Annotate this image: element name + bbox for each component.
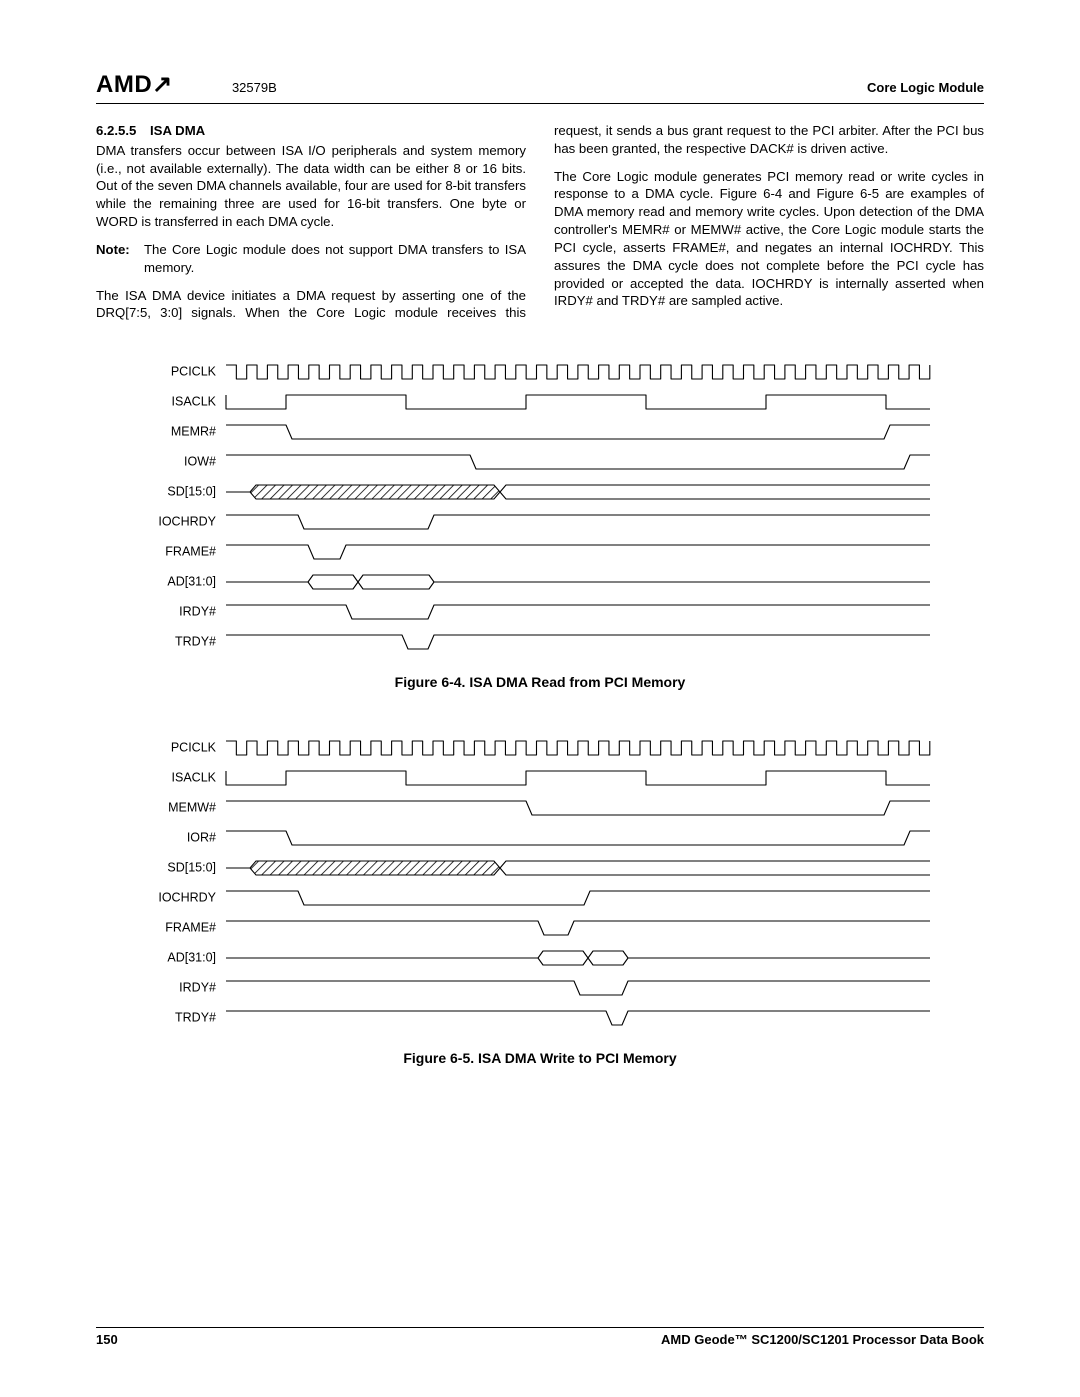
svg-text:AD[31:0]: AD[31:0] bbox=[167, 950, 216, 964]
svg-text:IRDY#: IRDY# bbox=[179, 604, 216, 618]
page-number: 150 bbox=[96, 1332, 118, 1347]
figure-6-5-caption: Figure 6-5. ISA DMA Write to PCI Memory bbox=[96, 1050, 984, 1066]
svg-text:ISACLK: ISACLK bbox=[172, 770, 217, 784]
book-title: AMD Geode™ SC1200/SC1201 Processor Data … bbox=[661, 1332, 984, 1347]
page-header: AMD↗ 32579B Core Logic Module bbox=[96, 70, 984, 104]
timing-diagram-read: PCICLK ISACLK MEMR# IOW# SD[15:0] IOCHRDY FRAM… bbox=[130, 350, 950, 660]
svg-text:FRAME#: FRAME# bbox=[165, 544, 216, 558]
svg-text:AD[31:0]: AD[31:0] bbox=[167, 574, 216, 588]
section-heading: 6.2.5.5 ISA DMA bbox=[96, 122, 526, 140]
svg-text:IOCHRDY: IOCHRDY bbox=[158, 514, 216, 528]
svg-text:SD[15:0]: SD[15:0] bbox=[167, 860, 216, 874]
svg-text:TRDY#: TRDY# bbox=[175, 1010, 216, 1024]
figure-6-4: PCICLK ISACLK MEMR# IOW# SD[15:0] IOCHRDY FRAM… bbox=[96, 350, 984, 690]
page: AMD↗ 32579B Core Logic Module 6.2.5.5 IS… bbox=[0, 0, 1080, 1397]
para-1: DMA transfers occur between ISA I/O peri… bbox=[96, 142, 526, 231]
doc-number: 32579B bbox=[232, 80, 277, 95]
svg-text:ISACLK: ISACLK bbox=[172, 394, 217, 408]
module-title: Core Logic Module bbox=[867, 80, 984, 95]
svg-text:FRAME#: FRAME# bbox=[165, 920, 216, 934]
note-body: The Core Logic module does not support D… bbox=[144, 241, 526, 277]
svg-text:PCICLK: PCICLK bbox=[171, 364, 217, 378]
svg-text:PCICLK: PCICLK bbox=[171, 740, 217, 754]
amd-arrow-icon: ↗ bbox=[152, 71, 173, 98]
note-block: Note: The Core Logic module does not sup… bbox=[96, 241, 526, 277]
svg-text:IOCHRDY: IOCHRDY bbox=[158, 890, 216, 904]
figure-6-4-caption: Figure 6-4. ISA DMA Read from PCI Memory bbox=[96, 674, 984, 690]
svg-text:SD[15:0]: SD[15:0] bbox=[167, 484, 216, 498]
svg-text:TRDY#: TRDY# bbox=[175, 634, 216, 648]
header-left: AMD↗ 32579B bbox=[96, 70, 277, 99]
svg-text:IOR#: IOR# bbox=[187, 830, 216, 844]
para-3: The Core Logic module generates PCI memo… bbox=[554, 168, 984, 311]
svg-text:IRDY#: IRDY# bbox=[179, 980, 216, 994]
svg-text:MEMW#: MEMW# bbox=[168, 800, 216, 814]
timing-diagram-write: PCICLK ISACLK MEMW# IOR# SD[15:0] IOCHRDY FRAM… bbox=[130, 726, 950, 1036]
svg-text:MEMR#: MEMR# bbox=[171, 424, 216, 438]
note-label: Note: bbox=[96, 241, 144, 277]
svg-text:IOW#: IOW# bbox=[184, 454, 216, 468]
page-footer: 150 AMD Geode™ SC1200/SC1201 Processor D… bbox=[96, 1327, 984, 1347]
figure-6-5: PCICLK ISACLK MEMW# IOR# SD[15:0] IOCHRDY FRAM… bbox=[96, 726, 984, 1066]
amd-logo: AMD↗ bbox=[96, 71, 180, 98]
body-text: 6.2.5.5 ISA DMA DMA transfers occur betw… bbox=[96, 122, 984, 322]
